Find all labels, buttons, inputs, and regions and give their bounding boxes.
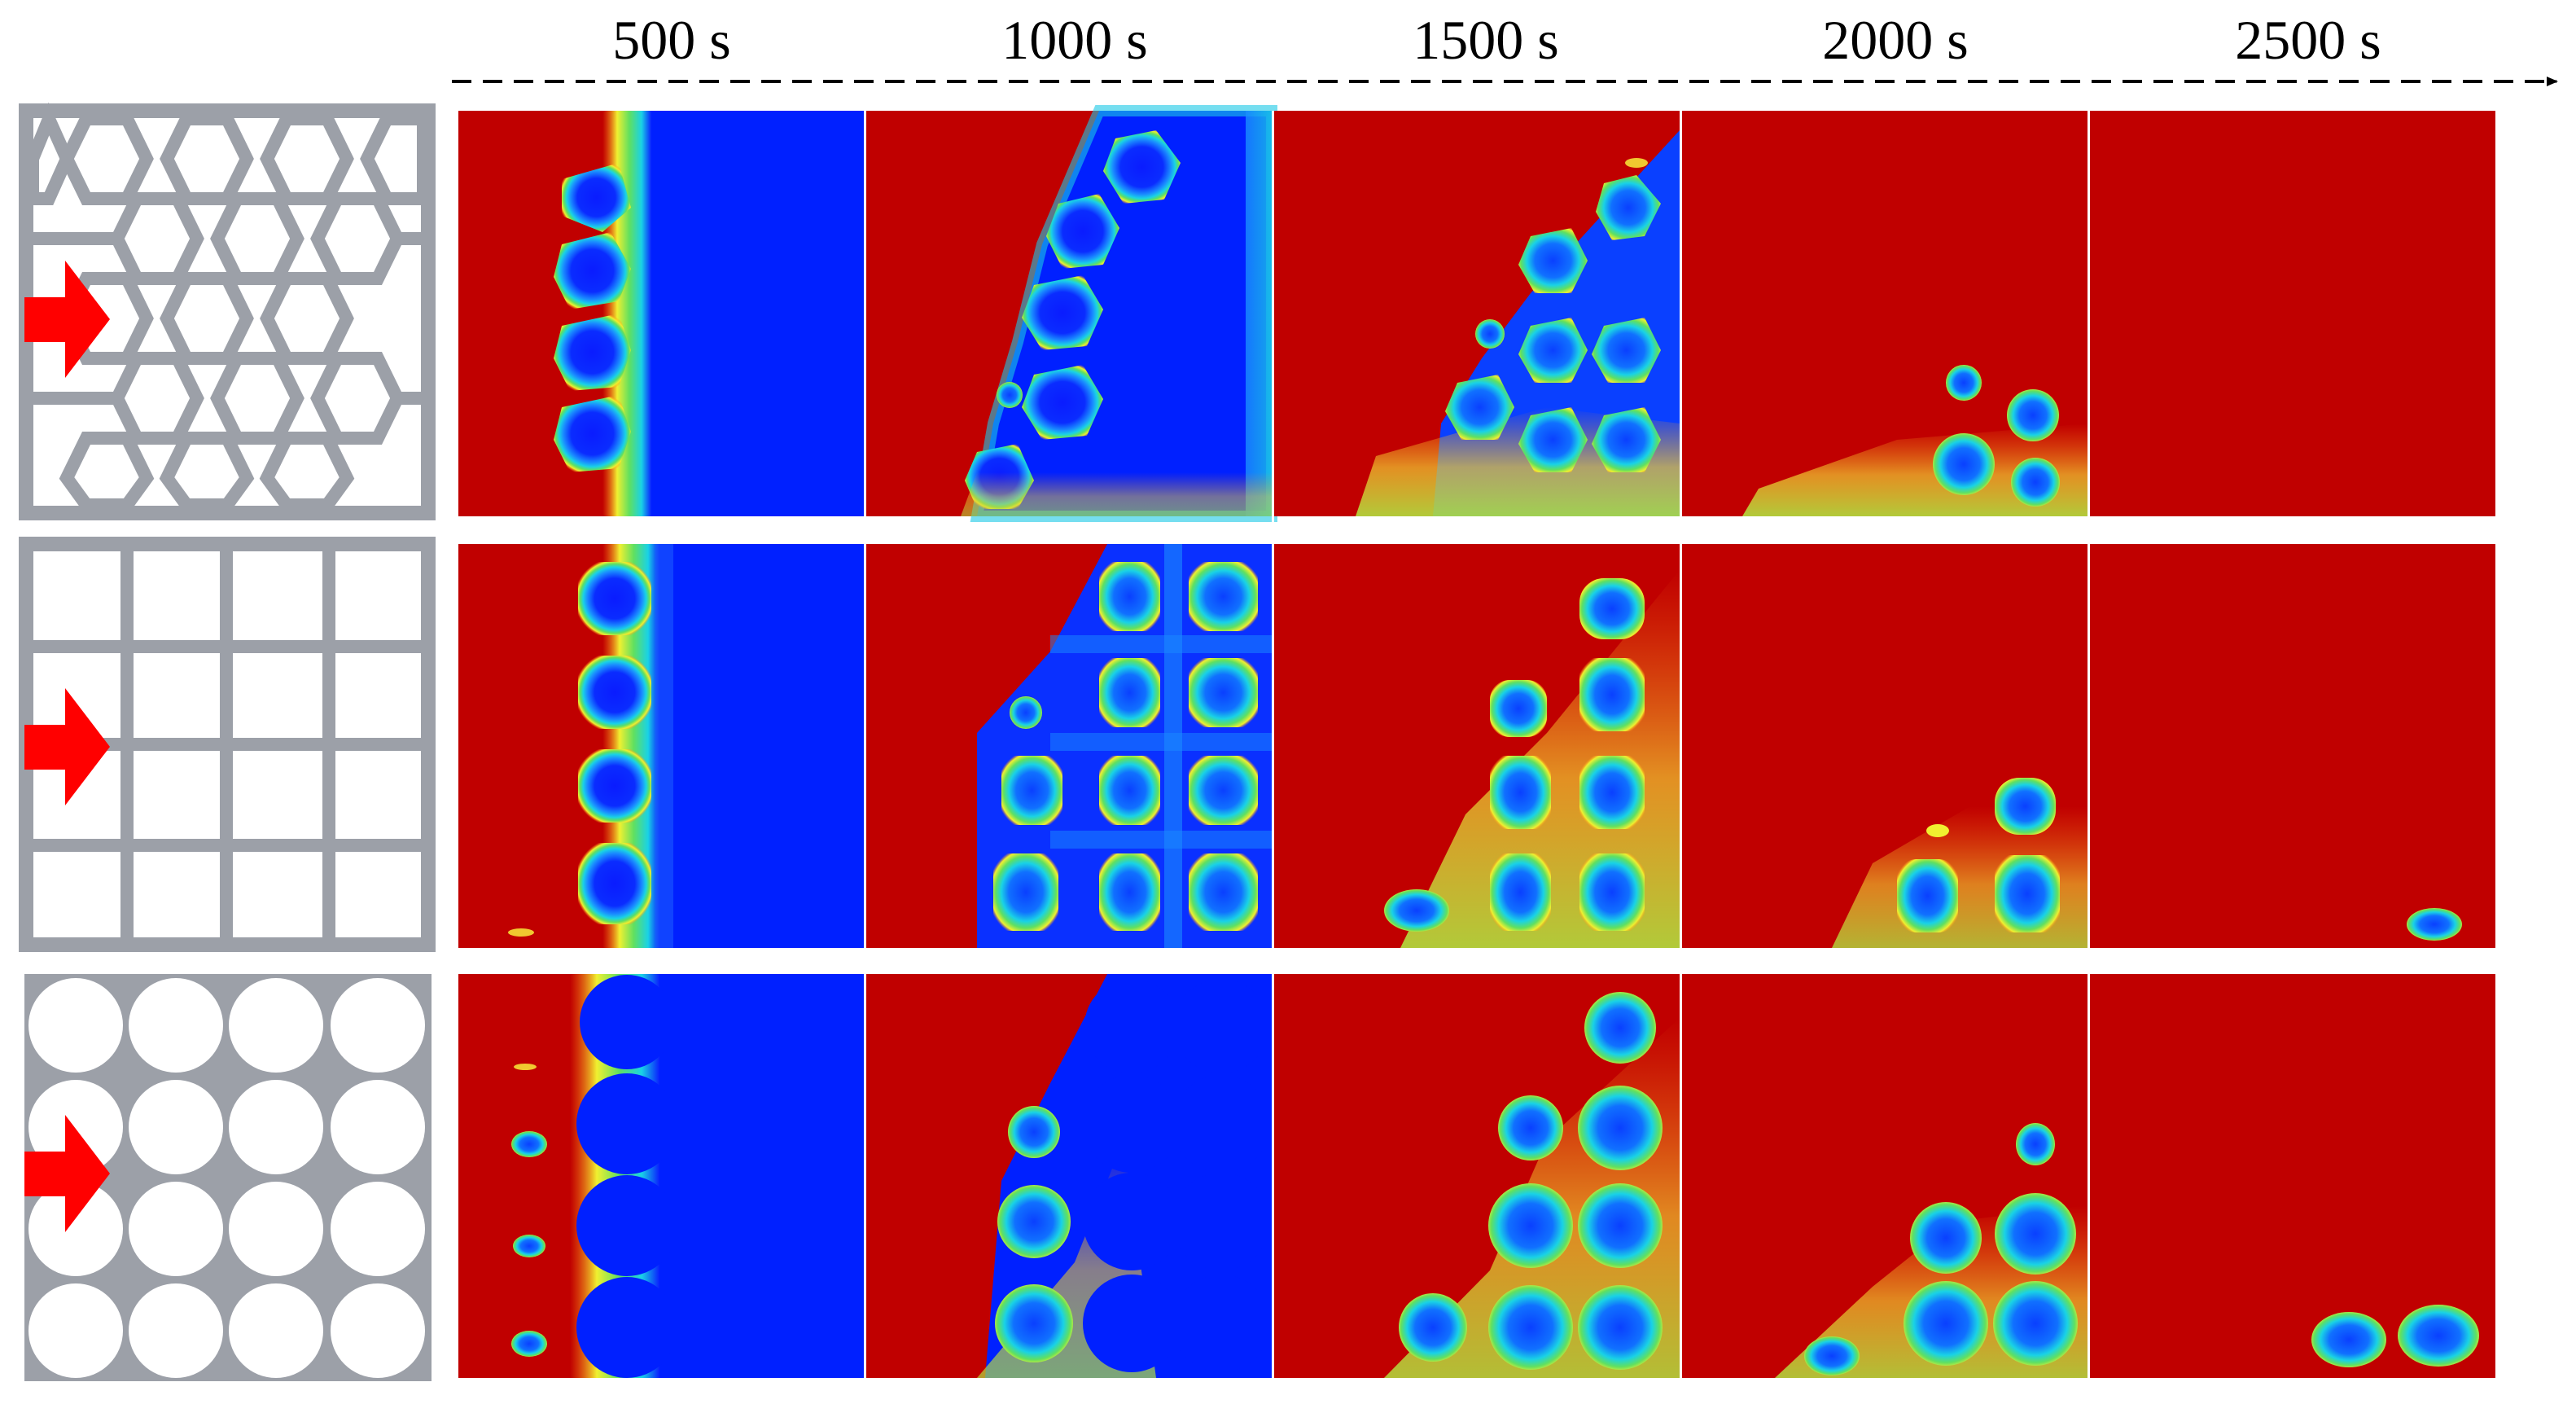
panel-square-2500s bbox=[2090, 544, 2495, 948]
heat-input-arrow-icon bbox=[24, 261, 110, 378]
panel-circle-2500s bbox=[2090, 974, 2495, 1378]
panel-square-2000s bbox=[1682, 544, 2088, 948]
panel-circle-1000s bbox=[866, 974, 1272, 1378]
square-lattice-icon bbox=[19, 537, 436, 952]
panel-circle-500s bbox=[458, 974, 864, 1378]
time-label-2500: 2500 s bbox=[2235, 9, 2381, 71]
panel-square-1500s bbox=[1274, 544, 1680, 948]
panel-hex-1000s bbox=[866, 105, 1277, 522]
panel-circle-1500s bbox=[1274, 974, 1680, 1378]
time-label-1000: 1000 s bbox=[1001, 9, 1147, 71]
time-label-1500: 1500 s bbox=[1413, 9, 1558, 71]
panel-circle-2000s bbox=[1682, 974, 2088, 1378]
panel-hex-1500s bbox=[1274, 111, 1680, 516]
panel-square-500s bbox=[458, 544, 864, 948]
panel-hex-2500s bbox=[2090, 111, 2495, 516]
time-label-500: 500 s bbox=[612, 9, 730, 71]
time-label-2000: 2000 s bbox=[1822, 9, 1968, 71]
hexagon-lattice-icon bbox=[19, 102, 436, 520]
panel-square-1000s bbox=[866, 544, 1272, 948]
heat-input-arrow-icon bbox=[24, 688, 110, 805]
panel-hex-500s bbox=[458, 111, 864, 516]
heat-input-arrow-icon bbox=[24, 1115, 110, 1232]
circle-lattice-icon bbox=[24, 974, 432, 1381]
panel-hex-2000s bbox=[1682, 111, 2088, 516]
